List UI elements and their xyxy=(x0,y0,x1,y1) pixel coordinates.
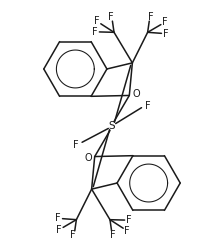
Text: F: F xyxy=(125,226,130,236)
Text: F: F xyxy=(127,215,132,225)
Text: F: F xyxy=(55,213,61,223)
Text: F: F xyxy=(56,225,62,235)
Text: F: F xyxy=(162,17,168,27)
Text: O: O xyxy=(84,152,92,163)
Text: F: F xyxy=(108,12,114,22)
Text: F: F xyxy=(94,16,99,26)
Text: F: F xyxy=(92,27,97,37)
Text: F: F xyxy=(148,12,153,22)
Text: F: F xyxy=(145,101,151,111)
Text: O: O xyxy=(132,89,140,100)
Text: F: F xyxy=(163,29,169,39)
Text: S: S xyxy=(109,121,115,131)
Text: F: F xyxy=(71,230,76,240)
Text: F: F xyxy=(73,140,78,150)
Text: F: F xyxy=(110,230,116,240)
